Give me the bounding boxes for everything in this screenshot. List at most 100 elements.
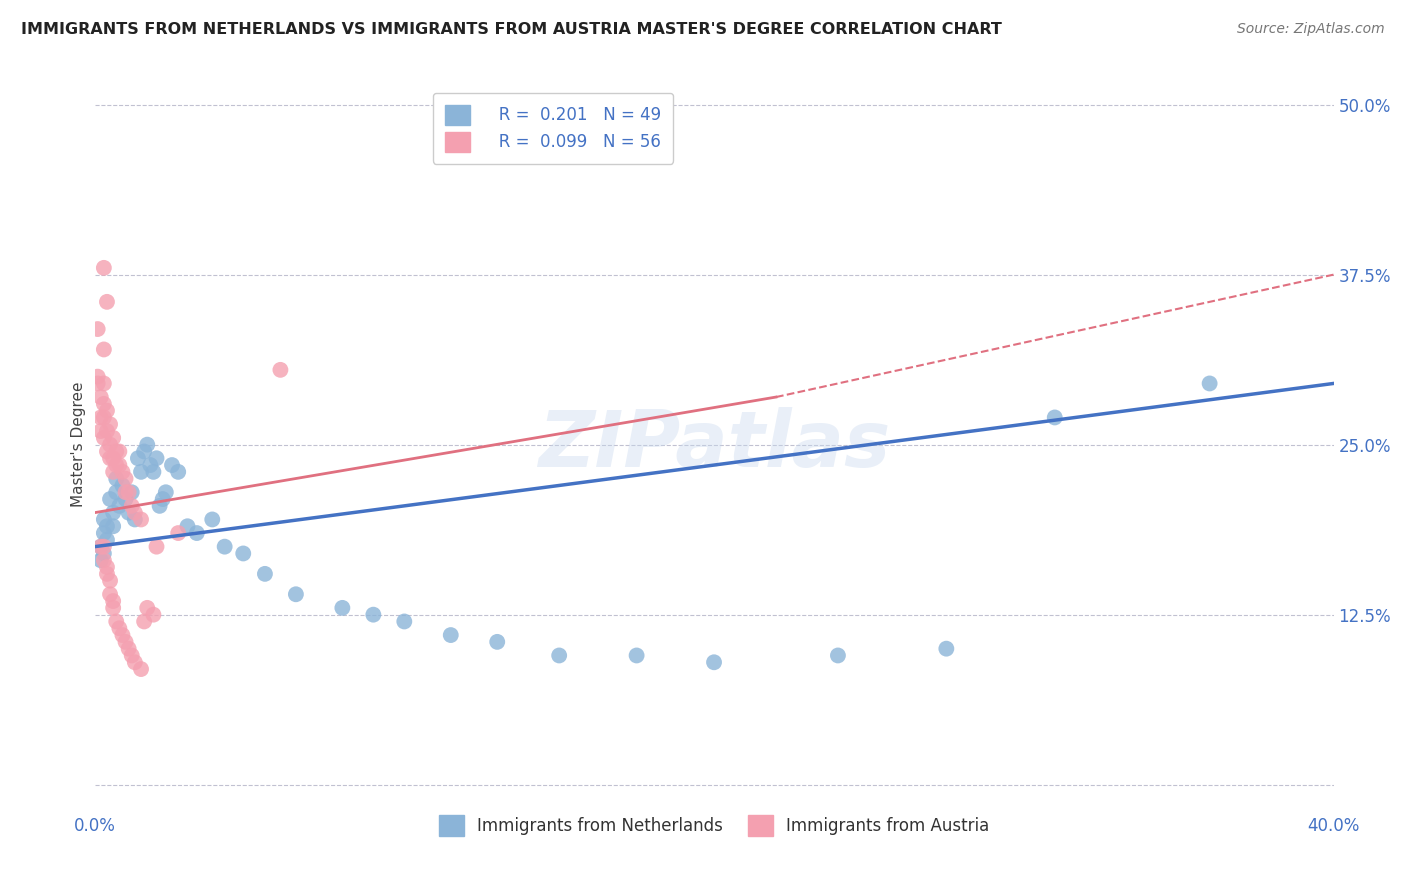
Point (101, 465, 124, 479)
Point (167, 526, 190, 541)
Point (98, 451, 121, 466)
Point (232, 546, 254, 560)
Point (93, 343, 115, 357)
Point (93, 526, 115, 541)
Point (111, 478, 134, 492)
Point (134, 444, 156, 458)
Point (114, 635, 136, 649)
Point (149, 499, 172, 513)
Point (98, 587, 121, 601)
Point (96, 424, 118, 438)
Point (96, 444, 118, 458)
Point (101, 600, 124, 615)
Point (284, 587, 307, 601)
Point (145, 451, 167, 466)
Point (90, 410, 112, 425)
Point (101, 519, 124, 533)
Point (136, 600, 159, 615)
Point (96, 533, 118, 547)
Y-axis label: Master's Degree: Master's Degree (72, 382, 86, 508)
Point (101, 506, 124, 520)
Point (548, 648, 571, 663)
Point (935, 641, 957, 656)
Point (111, 628, 134, 642)
Point (167, 465, 190, 479)
Point (269, 363, 291, 377)
Point (105, 444, 128, 458)
Point (121, 485, 143, 500)
Point (93, 431, 115, 445)
Text: IMMIGRANTS FROM NETHERLANDS VS IMMIGRANTS FROM AUSTRIA MASTER'S DEGREE CORRELATI: IMMIGRANTS FROM NETHERLANDS VS IMMIGRANT… (21, 22, 1002, 37)
Point (108, 499, 131, 513)
Point (114, 485, 136, 500)
Point (93, 376, 115, 391)
Point (93, 512, 115, 526)
Point (152, 491, 174, 506)
Point (90, 540, 112, 554)
Point (145, 540, 167, 554)
Point (363, 607, 385, 622)
Point (176, 519, 198, 533)
Point (98, 491, 121, 506)
Point (98, 437, 121, 451)
Point (129, 662, 152, 676)
Point (108, 621, 131, 635)
Point (121, 648, 143, 663)
Point (253, 566, 276, 581)
Point (124, 512, 146, 526)
Text: ZIPatlas: ZIPatlas (538, 407, 890, 483)
Point (129, 465, 152, 479)
Point (96, 403, 118, 417)
Text: Source: ZipAtlas.com: Source: ZipAtlas.com (1237, 22, 1385, 37)
Point (124, 655, 146, 669)
Point (105, 458, 128, 472)
Point (142, 465, 165, 479)
Point (136, 437, 159, 451)
Point (93, 540, 115, 554)
Point (105, 472, 128, 486)
Point (105, 485, 128, 500)
Point (124, 506, 146, 520)
Point (101, 431, 124, 445)
Point (111, 465, 134, 479)
Point (105, 615, 128, 629)
Point (93, 397, 115, 411)
Point (93, 553, 115, 567)
Legend: Immigrants from Netherlands, Immigrants from Austria: Immigrants from Netherlands, Immigrants … (430, 807, 998, 844)
Point (626, 648, 648, 663)
Point (108, 444, 131, 458)
Point (96, 519, 118, 533)
Point (121, 499, 143, 513)
Point (86, 322, 108, 336)
Point (96, 560, 118, 574)
Point (93, 260, 115, 275)
Point (96, 294, 118, 309)
Point (201, 512, 224, 526)
Point (827, 648, 849, 663)
Point (186, 526, 208, 541)
Point (394, 615, 416, 629)
Point (486, 635, 509, 649)
Point (108, 458, 131, 472)
Point (117, 641, 139, 656)
Point (1043, 410, 1066, 425)
Point (86, 376, 108, 391)
Point (98, 417, 121, 432)
Point (96, 566, 118, 581)
Point (101, 451, 124, 466)
Point (155, 485, 177, 500)
Point (117, 485, 139, 500)
Point (98, 574, 121, 588)
Point (332, 600, 354, 615)
Point (101, 594, 124, 608)
Point (114, 491, 136, 506)
Point (90, 540, 112, 554)
Point (114, 472, 136, 486)
Point (440, 628, 463, 642)
Point (90, 390, 112, 404)
Point (93, 410, 115, 425)
Point (93, 546, 115, 560)
Point (142, 607, 165, 622)
Point (214, 540, 236, 554)
Point (86, 369, 108, 384)
